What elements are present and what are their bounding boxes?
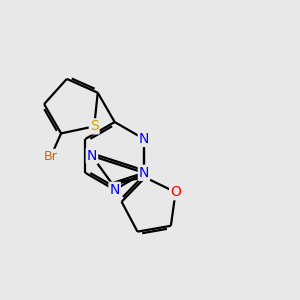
Text: O: O (170, 185, 181, 199)
Text: N: N (139, 132, 149, 146)
Text: Br: Br (44, 150, 58, 163)
Text: N: N (110, 183, 120, 197)
Text: N: N (139, 166, 149, 180)
Text: N: N (87, 149, 97, 163)
Text: S: S (90, 119, 99, 134)
